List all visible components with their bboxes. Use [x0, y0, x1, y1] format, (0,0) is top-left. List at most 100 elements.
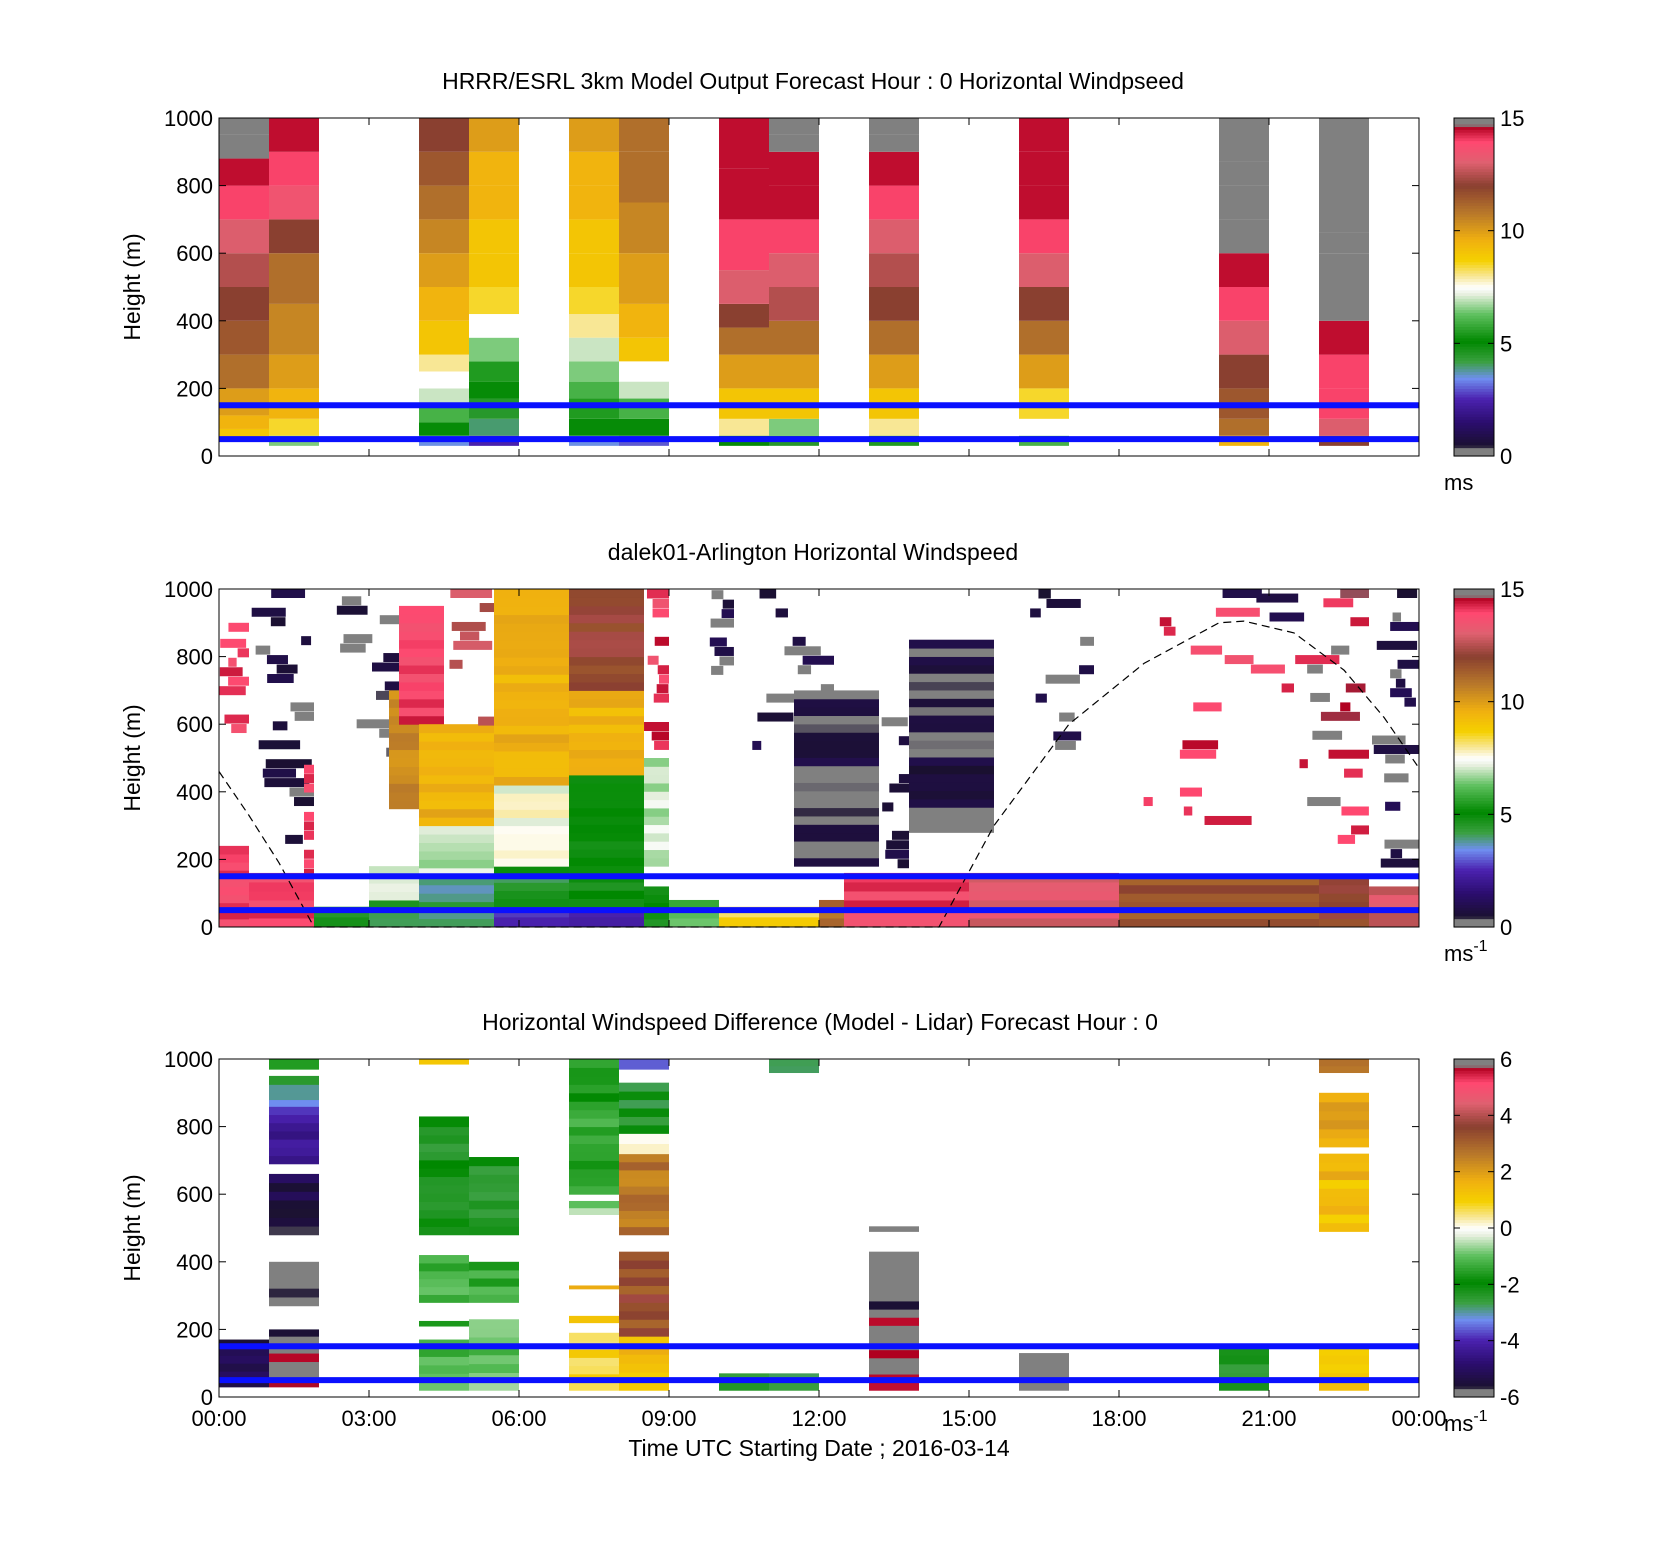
colorbar-swatch — [1454, 171, 1494, 175]
colorbar-swatch — [1454, 1374, 1494, 1378]
heatmap-cell — [719, 1381, 769, 1391]
heatmap-cell — [869, 253, 919, 287]
colorbar-swatch — [1454, 822, 1494, 827]
heatmap-cell — [469, 185, 519, 220]
heatmap-cell — [449, 659, 463, 669]
heatmap-cell — [269, 1199, 319, 1210]
heatmap-cell — [478, 716, 494, 726]
heatmap-cell — [869, 1284, 919, 1294]
heatmap-cell — [644, 841, 669, 851]
colorbar-swatch — [1454, 1140, 1494, 1145]
heatmap-cell — [1019, 219, 1069, 254]
heatmap-cell — [569, 1365, 619, 1375]
heatmap-cell — [769, 151, 819, 186]
heatmap-cell — [869, 134, 919, 152]
heatmap-cell — [459, 631, 480, 641]
heatmap-cell — [389, 800, 419, 810]
heatmap-cell — [909, 748, 994, 758]
colorbar-swatch — [1454, 256, 1494, 260]
heatmap-cell — [1397, 659, 1419, 669]
heatmap-cell — [869, 320, 919, 355]
heatmap-cell — [714, 646, 734, 656]
heatmap-cell — [1219, 118, 1269, 162]
x-tick-label: 00:00 — [191, 1406, 246, 1431]
heatmap-cell — [569, 849, 644, 858]
heatmap-cell — [1319, 1214, 1369, 1224]
heatmap-cell — [399, 673, 444, 683]
heatmap-cell — [569, 724, 644, 734]
heatmap-cell — [419, 876, 494, 886]
heatmap-cell — [219, 910, 249, 920]
colorbar-swatch — [1454, 281, 1494, 285]
heatmap-cell — [1319, 354, 1369, 389]
heatmap-cell — [219, 853, 249, 863]
heatmap-cell — [494, 589, 569, 599]
heatmap-cell — [647, 655, 659, 665]
colorbar-swatch — [1454, 690, 1494, 694]
colorbar-tick-label: 0 — [1500, 1216, 1512, 1241]
heatmap-cell — [1390, 621, 1419, 631]
heatmap-cell — [869, 1226, 919, 1232]
colorbar-swatch — [1454, 1089, 1494, 1094]
heatmap-cell — [419, 758, 494, 767]
colorbar-swatch — [1454, 636, 1494, 641]
heatmap-cell — [719, 354, 769, 389]
heatmap-cell — [794, 732, 879, 742]
colorbar-frame — [1453, 117, 1495, 457]
heatmap-cell — [304, 783, 314, 793]
heatmap-cell — [419, 287, 469, 321]
colorbar-swatch — [1454, 1067, 1494, 1071]
heatmap-cell — [869, 1300, 919, 1310]
heatmap-cell — [1219, 320, 1269, 355]
heatmap-cell — [898, 736, 909, 746]
heatmap-cell — [882, 802, 894, 812]
heatmap-cell — [469, 398, 519, 419]
heatmap-cell — [1319, 1128, 1369, 1139]
colorbar-swatch — [1454, 918, 1494, 922]
heatmap-cell — [469, 1261, 519, 1271]
colorbar-swatch — [1454, 1287, 1494, 1291]
colorbar-swatch — [1454, 374, 1494, 378]
heatmap-cell — [494, 674, 569, 684]
heatmap-cell — [1019, 118, 1069, 152]
heatmap-cell — [1319, 1188, 1369, 1198]
colorbar-swatch — [1454, 1092, 1494, 1097]
y-tick-label: 400 — [176, 309, 213, 334]
heatmap-cell — [266, 655, 288, 665]
heatmap-cell — [1395, 678, 1406, 688]
x-tick-label: 18:00 — [1091, 1406, 1146, 1431]
colorbar-swatch — [1454, 1174, 1494, 1178]
heatmap-cell — [389, 732, 419, 742]
heatmap-cell — [1397, 589, 1418, 598]
colorbar-swatch — [1454, 337, 1494, 342]
heatmap-cell — [881, 717, 908, 727]
colorbar-swatch — [1454, 1216, 1494, 1221]
colorbar-swatch — [1454, 879, 1494, 883]
x-tick-label: 12:00 — [791, 1406, 846, 1431]
colorbar-swatch — [1454, 1084, 1494, 1088]
heatmap-cell — [419, 371, 469, 389]
colorbar-swatch — [1454, 182, 1494, 187]
heatmap-cell — [1219, 185, 1269, 220]
heatmap-cell — [219, 1378, 269, 1388]
colorbar-swatch — [1454, 1132, 1494, 1136]
heatmap-cell — [909, 823, 994, 833]
colorbar-swatch — [1454, 831, 1494, 835]
heatmap-cell — [569, 1092, 619, 1102]
heatmap-cell — [844, 881, 969, 892]
colorbar-swatch — [1454, 701, 1494, 706]
colorbar-swatch — [1454, 684, 1494, 689]
y-tick-label: 200 — [176, 376, 213, 401]
colorbar-swatch — [1454, 233, 1494, 237]
heatmap-cell — [494, 733, 569, 743]
colorbar-swatch — [1454, 202, 1494, 206]
colorbar-swatch — [1454, 887, 1494, 891]
colorbar-swatch — [1454, 749, 1494, 753]
heatmap-cell — [494, 665, 569, 675]
colorbar-swatch — [1454, 1230, 1494, 1235]
colorbar-swatch — [1454, 735, 1494, 739]
colorbar-swatch — [1454, 292, 1494, 297]
colorbar-swatch — [1454, 698, 1494, 703]
heatmap-cell — [237, 648, 249, 658]
heatmap-cell — [909, 656, 994, 666]
